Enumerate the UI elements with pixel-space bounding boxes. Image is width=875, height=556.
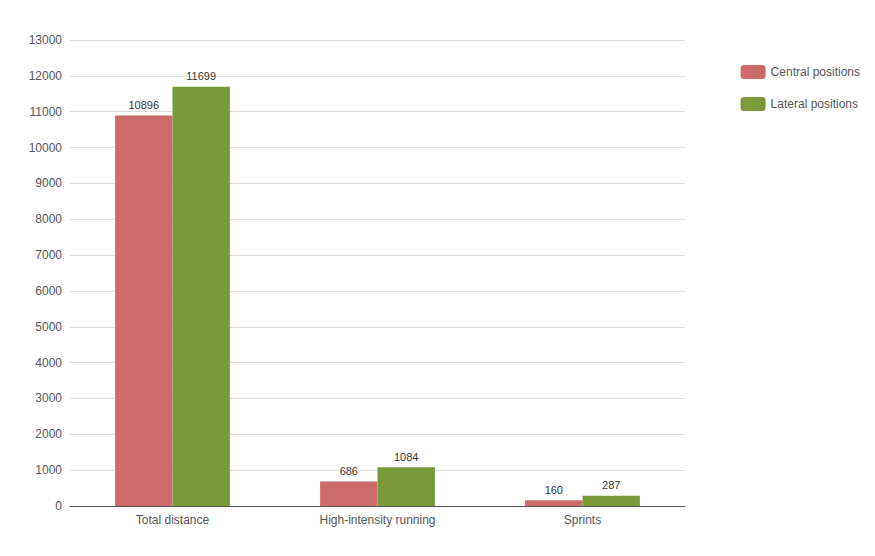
svg-text:11699: 11699 [186,70,216,82]
svg-text:12000: 12000 [29,69,63,83]
svg-text:1000: 1000 [35,463,62,477]
svg-text:7000: 7000 [35,248,62,262]
svg-text:287: 287 [602,479,620,491]
svg-text:9000: 9000 [35,176,62,190]
svg-text:High-intensity running: High-intensity running [319,513,435,527]
svg-text:686: 686 [340,465,358,477]
svg-text:1084: 1084 [394,451,418,463]
svg-text:3000: 3000 [35,391,62,405]
svg-text:8000: 8000 [35,212,62,226]
svg-text:160: 160 [545,484,563,496]
svg-text:Sprints: Sprints [564,513,601,527]
svg-text:13000: 13000 [29,33,63,47]
svg-text:4000: 4000 [35,356,62,370]
svg-text:5000: 5000 [35,320,62,334]
svg-text:2000: 2000 [35,427,62,441]
svg-text:Lateral positions: Lateral positions [771,97,858,111]
svg-text:10896: 10896 [129,99,160,111]
svg-text:10000: 10000 [29,141,63,155]
svg-text:11000: 11000 [30,105,63,119]
svg-text:Total distance: Total distance [136,513,210,527]
svg-text:6000: 6000 [35,284,62,298]
svg-text:Central positions: Central positions [771,65,860,79]
svg-text:0: 0 [55,499,62,513]
